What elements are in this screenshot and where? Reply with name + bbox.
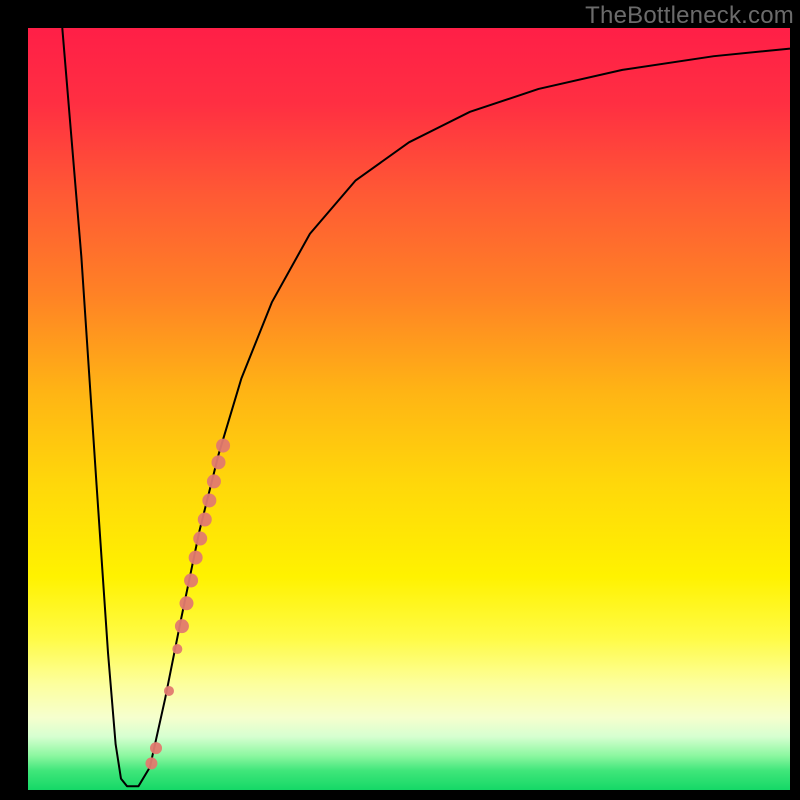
scatter-point bbox=[189, 551, 203, 565]
scatter-point bbox=[145, 757, 157, 769]
scatter-point bbox=[193, 532, 207, 546]
scatter-point bbox=[212, 455, 226, 469]
watermark-text: TheBottleneck.com bbox=[585, 2, 794, 30]
scatter-point bbox=[216, 439, 230, 453]
scatter-point bbox=[184, 573, 198, 587]
chart-container: TheBottleneck.com bbox=[0, 0, 800, 800]
scatter-point bbox=[172, 644, 182, 654]
scatter-point bbox=[198, 512, 212, 526]
scatter-point bbox=[207, 474, 221, 488]
chart-svg bbox=[0, 0, 800, 800]
scatter-point bbox=[202, 493, 216, 507]
scatter-point bbox=[180, 596, 194, 610]
scatter-point bbox=[175, 619, 189, 633]
scatter-point bbox=[164, 686, 174, 696]
scatter-point bbox=[150, 742, 162, 754]
